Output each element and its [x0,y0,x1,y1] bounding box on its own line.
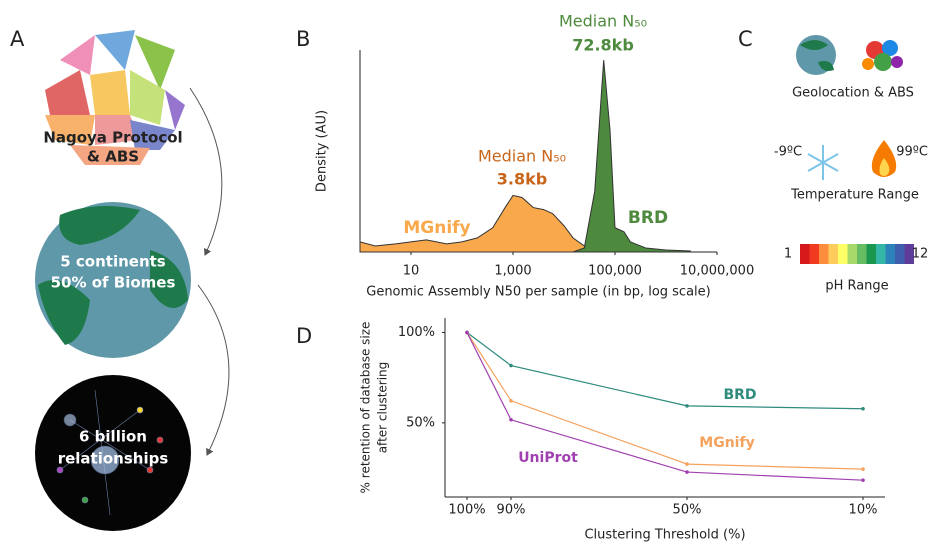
x-tick-label: 10% [849,503,878,518]
x-tick-label: 1,000 [494,264,531,279]
ph-bar [800,244,914,264]
point [509,417,513,422]
ph-segment [876,244,886,264]
ph-segment [885,244,895,264]
arrow [189,87,223,256]
x-tick-label: 10,000,000 [680,264,754,279]
series-label: MGnify [403,218,470,238]
panel-c-label: Temperature Range [790,188,919,203]
x-tick-label: 100,000 [588,264,642,279]
panel-a-label: 50% of Biomes [51,274,176,292]
annotation-value: 3.8kb [497,170,547,189]
y-axis-label: after clustering [376,362,390,454]
panel-c-label: pH Range [825,279,888,294]
series-label: MGnify [699,435,754,451]
series-label: BRD [723,387,756,403]
panel-letter: A [10,27,25,51]
ph-segment [819,244,829,264]
series-line [466,332,864,481]
panel-a-label: relationships [58,450,169,468]
x-tick-label: 50% [673,503,702,518]
annotation-title: Median N₅₀ [478,147,566,166]
snowflake-icon [807,145,839,180]
ph-low: 1 [784,247,792,262]
series-line [466,331,864,410]
point [861,406,865,411]
ph-segment [866,244,876,264]
panel-a-label: 5 continents [60,253,166,271]
ph-segment [800,244,810,264]
annotation-value: 72.8kb [572,36,634,55]
panel-letter: B [296,27,310,51]
ph-segment [904,244,914,264]
ph-segment [847,244,857,264]
ph-high: 12 [912,247,929,262]
temp-low: -9ºC [774,145,802,160]
series-label: BRD [628,208,668,228]
y-axis-label: Density (AU) [315,110,330,192]
panel-c-label: Geolocation & ABS [792,86,914,101]
x-tick-label: 90% [497,503,526,518]
series-line [466,332,864,470]
density-area [360,60,691,253]
ph-segment [809,244,819,264]
arrow [197,284,230,456]
panel-a-label: Nagoya Protocol [43,129,182,147]
x-tick-label: 10 [403,264,420,279]
point [509,363,513,368]
x-axis-label: Clustering Threshold (%) [584,528,745,542]
flame-icon [879,158,890,176]
continent [800,40,834,71]
point [465,330,469,335]
series-label: UniProt [518,450,578,466]
point [861,467,865,471]
continent [38,206,188,345]
animal-icon [862,40,903,71]
point [685,470,689,474]
y-tick-label: 50% [406,415,435,430]
x-tick-label: 100% [448,503,485,518]
annotation-title: Median N₅₀ [559,12,647,31]
temp-high: 99ºC [896,145,928,160]
animal-mosaic [45,30,185,165]
ph-segment [838,244,848,264]
network-nodes [56,389,164,516]
point [685,404,689,408]
panel-letter: C [738,27,753,51]
panel-a-label: 6 billion [79,428,147,446]
y-tick-label: 100% [398,325,435,340]
x-axis-label: Genomic Assembly N50 per sample (in bp, … [366,285,710,300]
point [861,478,865,482]
ph-segment [828,244,838,264]
y-axis-label: % retention of database size [359,322,373,494]
ph-segment [857,244,867,264]
ph-segment [895,244,905,264]
point [685,462,689,466]
point [509,399,513,403]
panel-a-label: & ABS [87,148,139,166]
panel-letter: D [296,324,312,348]
